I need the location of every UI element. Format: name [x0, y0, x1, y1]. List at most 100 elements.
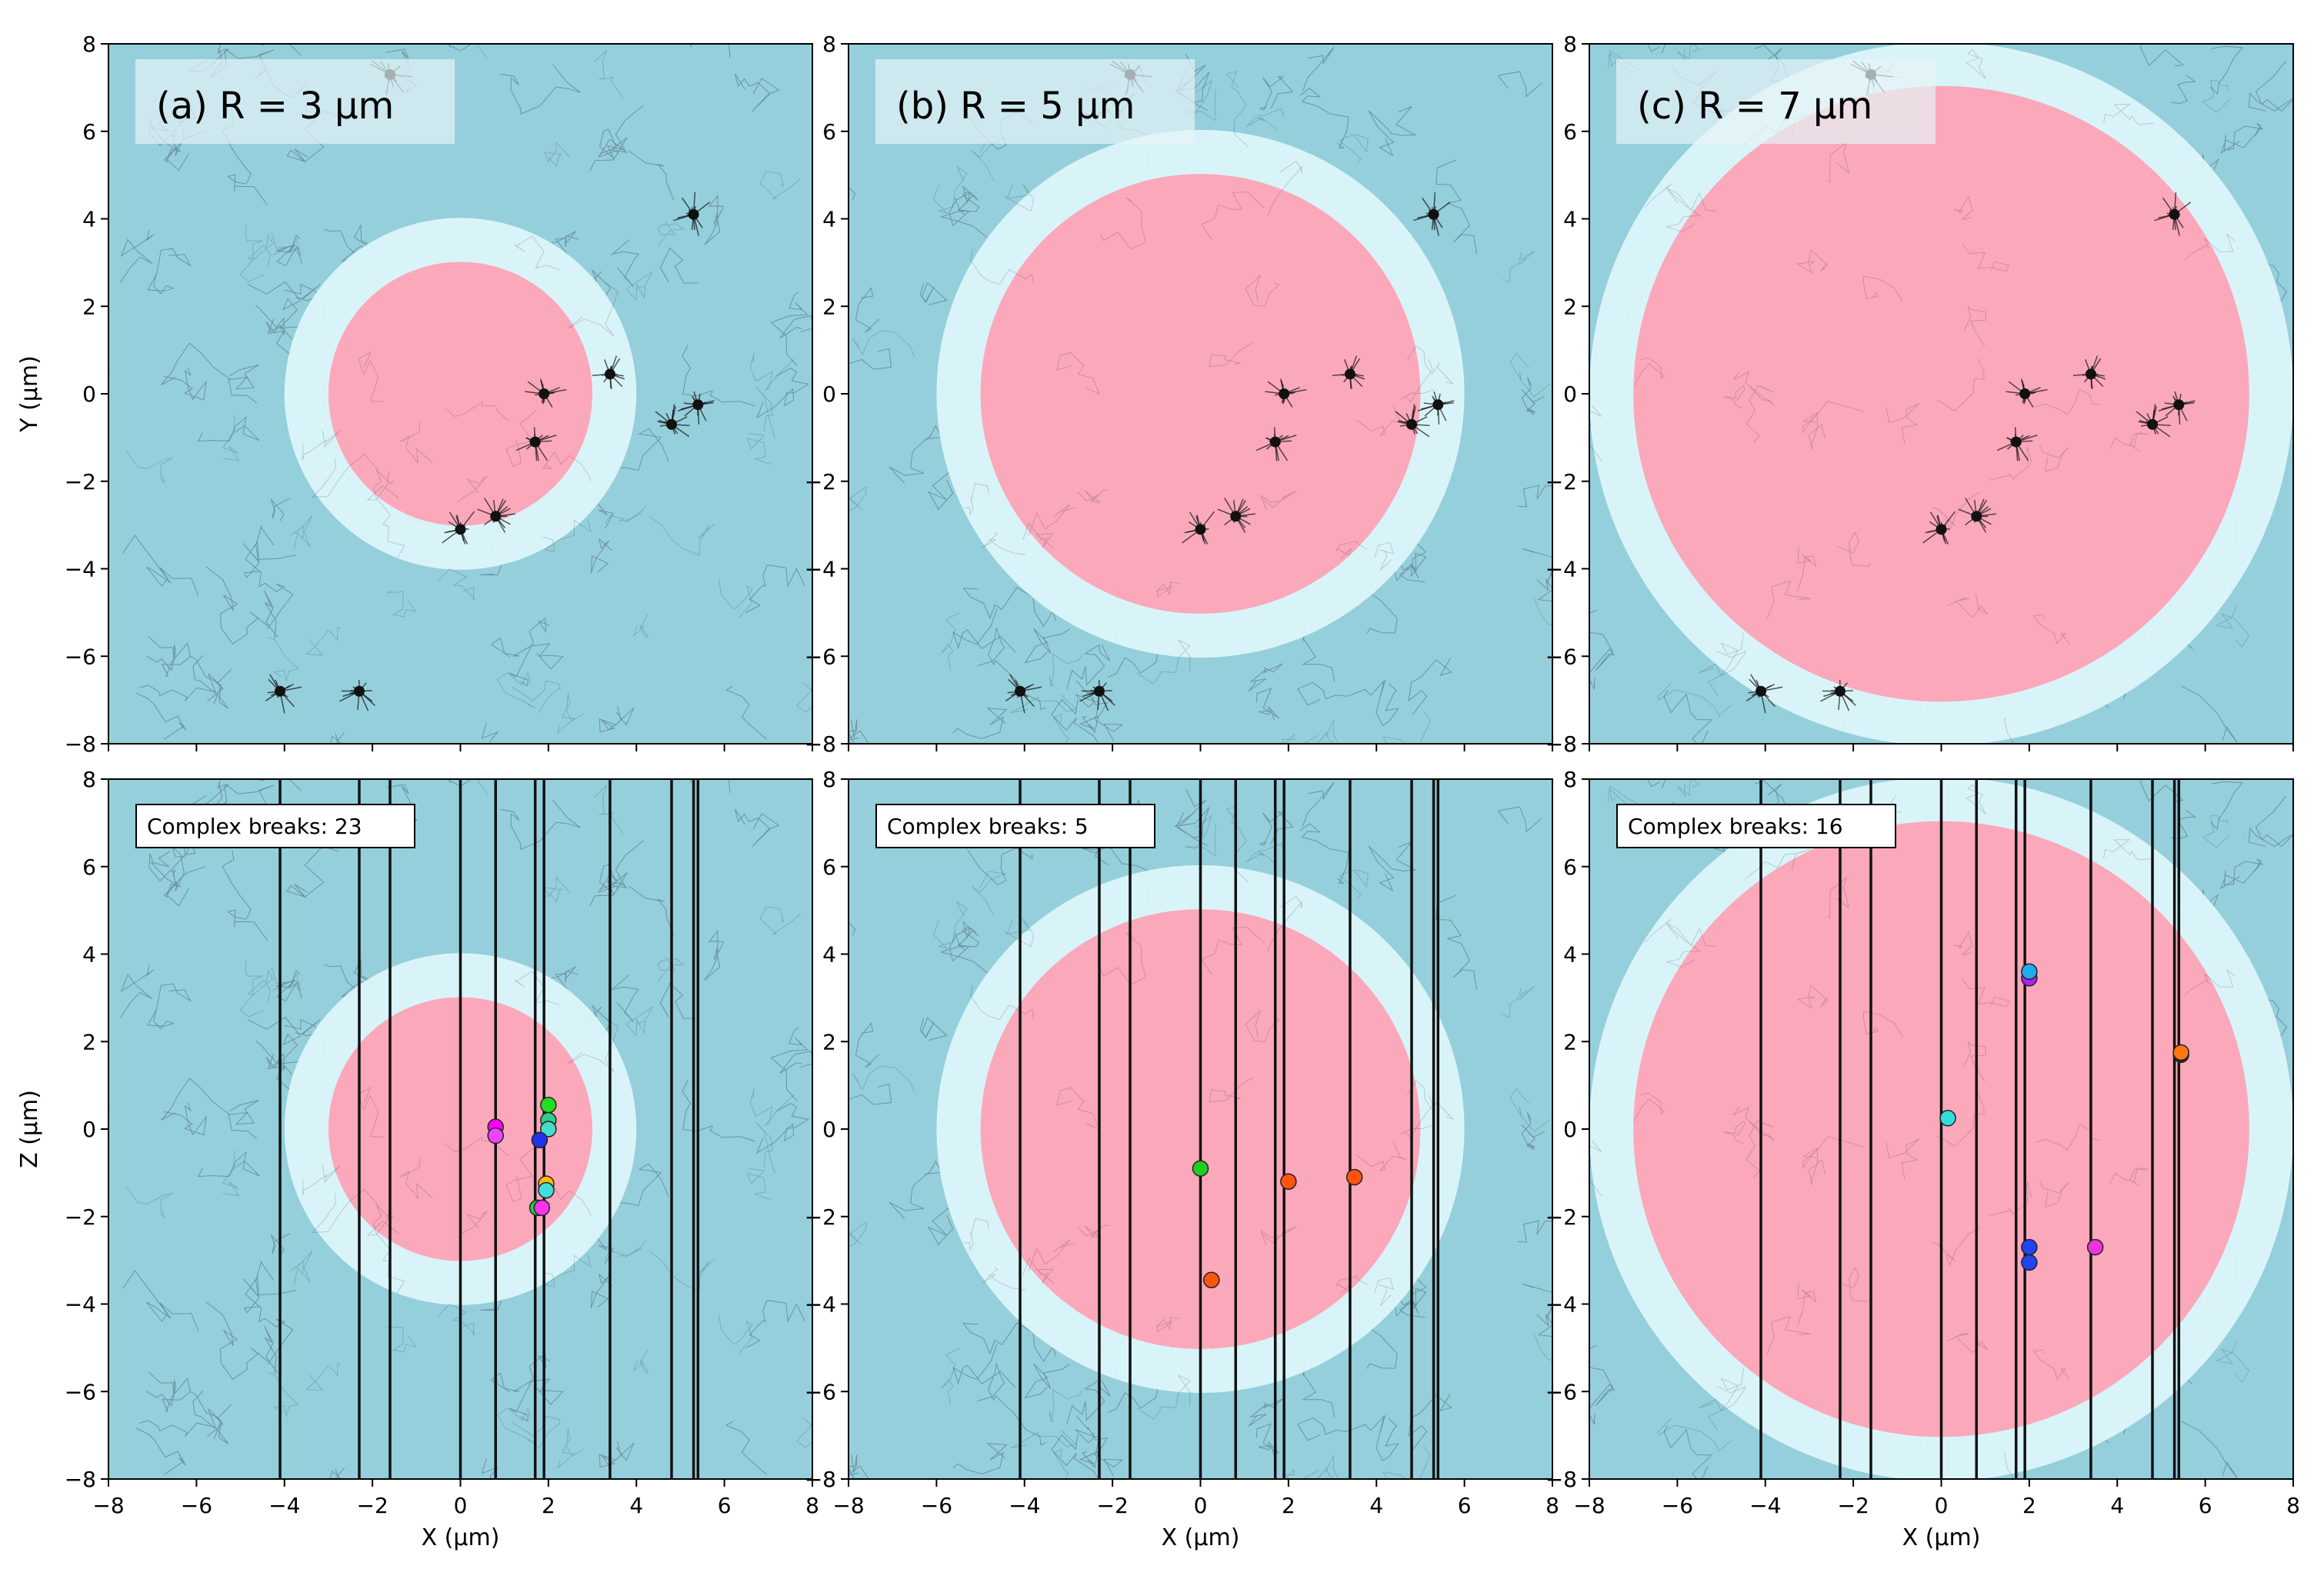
track-center-point: [529, 436, 541, 448]
random-trace: [1954, 931, 1973, 955]
y-tick-label: −4: [1545, 1292, 1577, 1317]
random-trace: [755, 1102, 810, 1154]
y-tick-label: 0: [82, 1117, 96, 1142]
x-tick-label: −6: [921, 1493, 952, 1518]
random-trace: [632, 1349, 649, 1373]
random-trace: [1248, 663, 1283, 691]
track-center-point: [604, 368, 615, 380]
y-tick-label: −8: [1545, 731, 1577, 757]
random-trace: [222, 1150, 245, 1197]
random-trace: [445, 779, 472, 787]
trace-texture-overlay: [1589, 44, 2250, 744]
random-trace: [1384, 526, 1427, 581]
random-trace: [542, 451, 592, 481]
random-trace: [145, 636, 176, 671]
random-trace: [1209, 341, 1254, 368]
random-trace: [1802, 1136, 1864, 1169]
random-trace: [749, 1088, 795, 1127]
random-trace: [599, 1441, 635, 1468]
random-trace: [718, 1314, 753, 1354]
random-trace: [952, 1344, 1016, 1388]
random-trace: [366, 1204, 399, 1236]
random-trace: [1766, 1316, 1812, 1354]
random-trace: [1746, 1120, 1774, 1178]
random-trace: [795, 1417, 812, 1448]
plot-area: [108, 779, 812, 1479]
random-trace: [2171, 75, 2196, 105]
break-point-7: [538, 1181, 555, 1199]
random-trace: [725, 1421, 768, 1475]
random-trace: [1766, 581, 1812, 619]
random-trace: [962, 587, 1056, 628]
random-trace: [1936, 358, 1985, 411]
random-trace: [1136, 1374, 1191, 1421]
y-tick-label: 0: [1563, 381, 1577, 407]
random-trace: [594, 785, 624, 834]
plot-area: [849, 779, 1552, 1479]
random-trace: [589, 105, 644, 172]
break-point-2: [1345, 1168, 1363, 1186]
track-center-point: [1269, 436, 1281, 448]
random-trace: [264, 1325, 278, 1374]
random-trace: [1174, 807, 1210, 838]
random-trace: [1156, 1317, 1180, 1333]
track-center-6: [477, 498, 516, 533]
random-trace: [242, 1260, 275, 1314]
track-center-2: [592, 355, 625, 389]
random-trace: [629, 885, 674, 935]
random-trace: [1862, 1011, 1904, 1038]
track-center-7: [673, 192, 711, 236]
random-trace: [849, 1083, 892, 1108]
random-trace: [1435, 159, 1478, 255]
random-trace: [245, 540, 296, 630]
random-trace: [1010, 694, 1077, 714]
random-trace: [305, 1361, 342, 1391]
random-trace: [255, 305, 292, 340]
break-point-5: [2021, 1238, 2038, 1256]
track-center-1: [515, 427, 557, 461]
random-trace: [1297, 679, 1386, 706]
y-tick-label: 2: [82, 294, 96, 319]
random-trace: [2216, 1341, 2250, 1384]
random-trace: [135, 692, 187, 740]
random-trace: [1004, 918, 1035, 948]
random-trace: [1536, 578, 1552, 602]
random-trace: [122, 1270, 199, 1331]
random-trace: [2039, 1180, 2069, 1208]
y-tick-label: 6: [1563, 119, 1577, 145]
random-trace: [855, 1022, 880, 1068]
random-trace: [1963, 1041, 1986, 1082]
track-center-point: [1279, 388, 1290, 399]
track-center-point: [1428, 208, 1439, 220]
random-trace: [302, 430, 341, 461]
random-trace: [2220, 858, 2264, 890]
track-center-5: [1182, 511, 1215, 545]
track-center-4: [2136, 404, 2171, 438]
panel-title: (b) R = 5 μm: [896, 85, 1135, 128]
track-center-point: [1432, 399, 1444, 411]
track-center-6: [1958, 498, 1997, 533]
random-trace: [1375, 682, 1399, 727]
random-trace: [1382, 1446, 1431, 1479]
track-center-point: [1195, 524, 1206, 535]
random-trace: [490, 1372, 564, 1405]
y-tick-label: 4: [82, 207, 96, 232]
sphere-region: [328, 262, 593, 526]
panel-a-top: −8 −6 −4 −2 0 2 4 6 8 (a) R = 3 μm Y (μm): [16, 32, 813, 757]
random-trace: [1966, 784, 1986, 815]
random-trace: [939, 192, 1005, 251]
random-trace: [1305, 720, 1339, 744]
x-axis-label: X (μm): [1902, 1524, 1981, 1551]
track-center-1: [1255, 427, 1297, 461]
random-trace: [1517, 485, 1552, 508]
random-trace: [264, 590, 278, 639]
random-trace: [1536, 1314, 1552, 1337]
random-trace: [1989, 1181, 2032, 1216]
random-trace: [607, 1163, 669, 1207]
random-trace: [625, 1006, 653, 1037]
random-trace: [1339, 869, 1369, 900]
y-tick-label: 4: [1563, 942, 1577, 968]
random-trace: [590, 1273, 612, 1309]
random-trace: [122, 535, 199, 596]
random-trace: [2248, 60, 2293, 112]
